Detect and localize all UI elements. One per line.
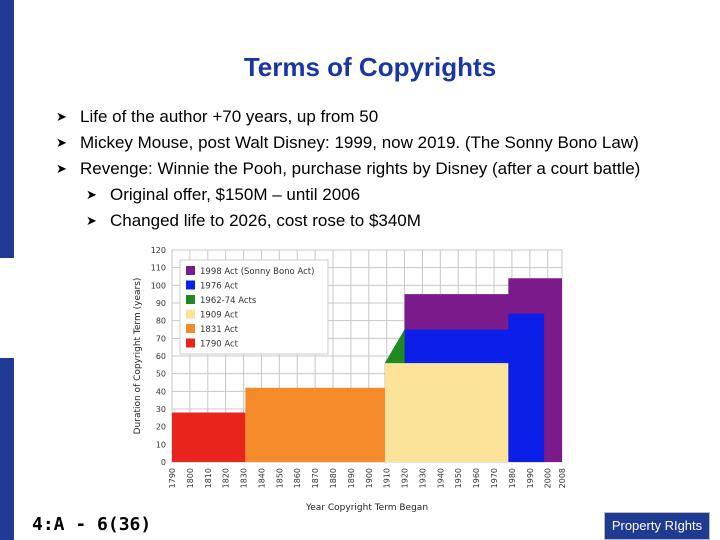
legend-label: 1962-74 Acts <box>200 296 257 306</box>
x-tick-label: 2008 <box>558 468 567 488</box>
legend-swatch <box>186 280 195 290</box>
y-axis-label: Duration of Copyright Term (years) <box>133 278 143 435</box>
y-tick-label: 100 <box>151 281 166 290</box>
y-tick-label: 60 <box>156 352 166 361</box>
bullet-text: Life of the author +70 years, up from 50 <box>80 107 379 126</box>
bullet-item: ➤ Revenge: Winnie the Pooh, purchase rig… <box>56 156 640 182</box>
legend-box <box>179 259 329 355</box>
y-tick-label: 120 <box>151 246 166 255</box>
series-area <box>384 363 509 462</box>
series-area <box>172 412 246 462</box>
x-tick-label: 1970 <box>490 468 499 488</box>
x-tick-label: 1910 <box>383 468 392 488</box>
legend-swatch <box>186 295 195 304</box>
x-tick-label: 1940 <box>436 468 445 488</box>
x-tick-label: 1860 <box>293 468 302 488</box>
bullet-text: Revenge: Winnie the Pooh, purchase right… <box>80 159 641 178</box>
y-tick-label: 10 <box>156 440 166 449</box>
x-tick-label: 1830 <box>240 468 249 488</box>
x-tick-label: 2000 <box>544 468 553 488</box>
x-tick-label: 1900 <box>365 468 374 488</box>
x-tick-label: 1930 <box>418 468 427 488</box>
x-tick-label: 1790 <box>168 468 177 488</box>
legend-swatch <box>186 324 195 333</box>
arrow-bullet-icon: ➤ <box>56 109 67 124</box>
slide-title: Terms of Copyrights <box>243 52 497 82</box>
legend-label: 1998 Act (Sonny Bono Act) <box>200 267 314 277</box>
slide-number: 4:A - 6(36) <box>32 514 152 535</box>
arrow-bullet-icon: ➤ <box>86 187 97 202</box>
arrow-bullet-icon: ➤ <box>56 135 67 150</box>
y-tick-label: 70 <box>156 334 166 343</box>
legend-label: 1790 Act <box>200 340 239 350</box>
y-tick-label: 20 <box>156 423 166 432</box>
y-tick-label: 30 <box>156 405 166 414</box>
copyright-term-chart: 0 10 20 30 40 50 60 70 80 90 100 110 120 1790 1800 1810… <box>133 246 567 513</box>
series-area <box>245 387 385 462</box>
x-tick-label: 1990 <box>526 468 535 488</box>
x-tick-label: 1810 <box>204 468 213 488</box>
left-bar-gap <box>0 258 14 358</box>
x-tick-label: 1920 <box>401 468 410 488</box>
x-tick-label: 1880 <box>329 468 338 488</box>
x-tick-label: 1850 <box>275 468 284 488</box>
x-tick-label: 1840 <box>257 468 266 488</box>
y-tick-label: 0 <box>161 458 166 467</box>
legend-label: 1909 Act <box>200 311 239 321</box>
x-tick-label: 1870 <box>311 468 320 488</box>
x-tick-label: 1890 <box>347 468 356 488</box>
bullet-text: Mickey Mouse, post Walt Disney: 1999, no… <box>80 133 639 152</box>
left-accent-bar <box>0 0 14 540</box>
x-tick-label: 1800 <box>186 468 195 488</box>
y-tick-label: 110 <box>151 264 166 273</box>
legend-label: 1976 Act <box>200 282 239 292</box>
bullet-text: Original offer, $150M – until 2006 <box>110 185 361 204</box>
section-label: Property RIghts <box>604 512 710 540</box>
legend-label: 1831 Act <box>200 325 239 335</box>
bullet-text: Changed life to 2026, cost rose to $340M <box>110 211 421 230</box>
x-tick-label: 1950 <box>454 468 463 488</box>
x-tick-label: 1960 <box>472 468 481 488</box>
bullet-item: ➤ Mickey Mouse, post Walt Disney: 1999, … <box>56 130 639 156</box>
legend-swatch <box>186 266 195 275</box>
y-tick-label: 90 <box>156 299 166 308</box>
x-axis-label: Year Copyright Term Began <box>305 503 428 513</box>
arrow-bullet-icon: ➤ <box>86 213 97 228</box>
bullet-list: ➤ Life of the author +70 years, up from … <box>56 104 640 234</box>
bullet-item: ➤ Life of the author +70 years, up from … <box>56 104 378 130</box>
x-tick-label: 1820 <box>222 468 231 488</box>
legend-swatch <box>186 338 195 348</box>
y-tick-label: 80 <box>156 317 166 326</box>
y-tick-label: 40 <box>156 387 166 396</box>
arrow-bullet-icon: ➤ <box>56 161 67 176</box>
x-tick-label: 1980 <box>508 468 517 488</box>
y-tick-label: 50 <box>156 370 166 379</box>
legend-swatch <box>186 309 195 319</box>
